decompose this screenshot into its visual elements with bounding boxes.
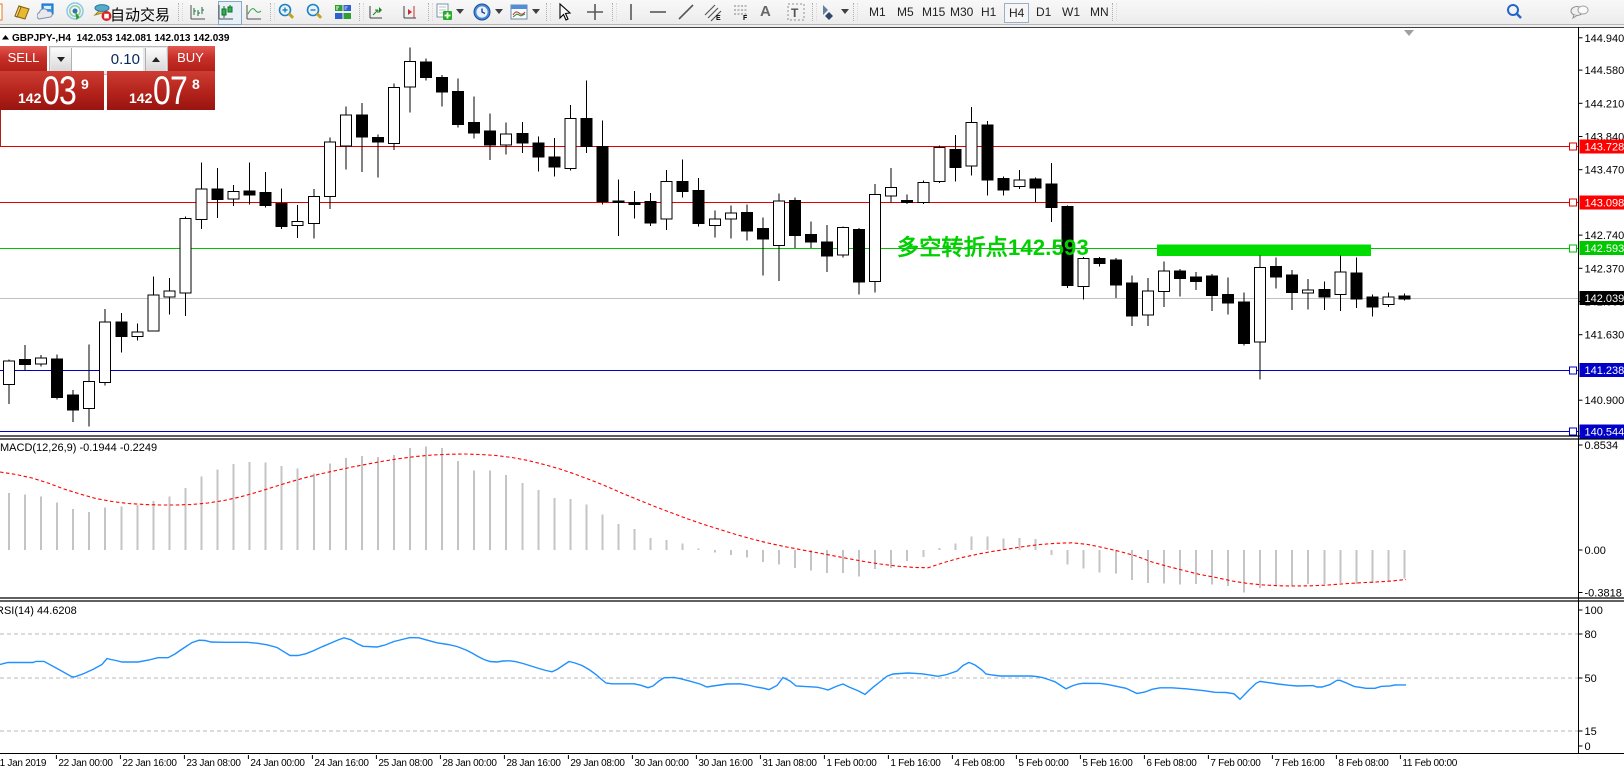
svg-text:T: T [791,6,799,20]
svg-text:21 Jan 2019: 21 Jan 2019 [0,758,47,769]
svg-text:7 Feb 00:00: 7 Feb 00:00 [1210,758,1261,769]
svg-text:5 Feb 16:00: 5 Feb 16:00 [1082,758,1133,769]
svg-text:22 Jan 00:00: 22 Jan 00:00 [58,758,113,769]
svg-text:144.210: 144.210 [1585,98,1624,110]
svg-text:142.593: 142.593 [1585,243,1624,255]
svg-text:4 Feb 08:00: 4 Feb 08:00 [954,758,1005,769]
svg-text:24 Jan 16:00: 24 Jan 16:00 [314,758,369,769]
svg-text:30 Jan 00:00: 30 Jan 00:00 [634,758,689,769]
svg-text:144.940: 144.940 [1585,33,1624,45]
svg-text:-0.3818: -0.3818 [1585,588,1622,600]
svg-text:140.900: 140.900 [1585,395,1624,407]
svg-text:11 Feb 00:00: 11 Feb 00:00 [1402,758,1457,769]
svg-text:141.630: 141.630 [1585,330,1624,342]
svg-text:50: 50 [1585,673,1597,685]
svg-text:142.740: 142.740 [1585,230,1624,242]
svg-text:0.8534: 0.8534 [1585,440,1619,452]
svg-text:E: E [716,15,721,22]
svg-text:0: 0 [1585,741,1591,753]
svg-text:6 Feb 08:00: 6 Feb 08:00 [1146,758,1197,769]
svg-text:140.544: 140.544 [1585,427,1624,439]
svg-text:0.00: 0.00 [1585,545,1606,557]
svg-text:8 Feb 08:00: 8 Feb 08:00 [1338,758,1389,769]
svg-text:23 Jan 08:00: 23 Jan 08:00 [186,758,241,769]
svg-text:141.238: 141.238 [1585,365,1624,377]
svg-text:F: F [743,15,748,22]
svg-text:GBPJPY-,H4 142.053 142.081 14: GBPJPY-,H4 142.053 142.081 142.013 142.0… [12,33,230,44]
svg-text:28 Jan 16:00: 28 Jan 16:00 [506,758,561,769]
svg-text:1 Feb 16:00: 1 Feb 16:00 [890,758,941,769]
svg-text:29 Jan 08:00: 29 Jan 08:00 [570,758,625,769]
svg-text:30 Jan 16:00: 30 Jan 16:00 [698,758,753,769]
svg-text:142.039: 142.039 [1585,293,1624,305]
svg-text:7 Feb 16:00: 7 Feb 16:00 [1274,758,1325,769]
svg-text:24 Jan 00:00: 24 Jan 00:00 [250,758,305,769]
svg-text:25 Jan 08:00: 25 Jan 08:00 [378,758,433,769]
svg-text:31 Jan 08:00: 31 Jan 08:00 [762,758,817,769]
svg-text:5 Feb 00:00: 5 Feb 00:00 [1018,758,1069,769]
svg-text:80: 80 [1585,629,1597,641]
svg-text:142.370: 142.370 [1585,263,1624,275]
svg-text:28 Jan 00:00: 28 Jan 00:00 [442,758,497,769]
svg-text:143.728: 143.728 [1585,142,1624,154]
svg-text:1 Feb 00:00: 1 Feb 00:00 [826,758,877,769]
svg-text:22 Jan 16:00: 22 Jan 16:00 [122,758,177,769]
svg-text:RSI(14) 44.6208: RSI(14) 44.6208 [0,605,77,617]
svg-text:143.098: 143.098 [1585,198,1624,210]
svg-text:100: 100 [1585,605,1603,617]
svg-text:144.580: 144.580 [1585,65,1624,77]
svg-text:多空转折点142.593: 多空转折点142.593 [897,235,1089,260]
svg-text:143.470: 143.470 [1585,165,1624,177]
svg-text:MACD(12,26,9) -0.1944 -0.2249: MACD(12,26,9) -0.1944 -0.2249 [0,442,157,454]
svg-text:15: 15 [1585,726,1597,738]
